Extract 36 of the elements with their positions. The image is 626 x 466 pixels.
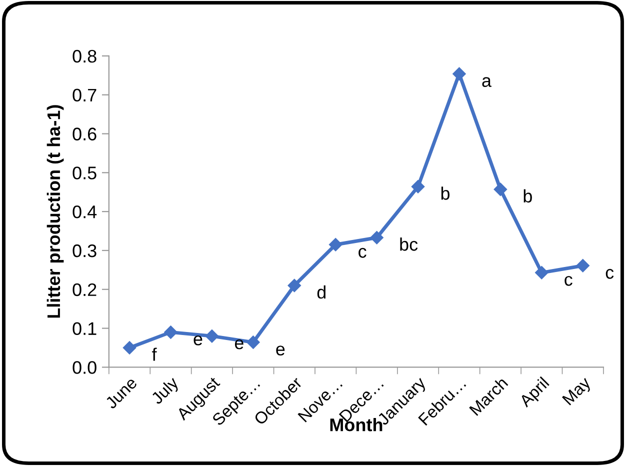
annotation: e: [234, 339, 244, 350]
x-tick-label: May: [562, 376, 594, 408]
y-tick-label: 0.5: [72, 166, 96, 180]
point: [452, 67, 466, 80]
annotation: e: [194, 335, 202, 346]
y-tick-label: 0.8: [72, 50, 96, 63]
y-tick-label: 0.3: [72, 244, 96, 258]
annotation: c: [606, 268, 614, 279]
annotation: f: [152, 348, 157, 361]
point: [411, 180, 425, 194]
point: [288, 278, 301, 292]
annotation: bc: [400, 238, 418, 251]
point: [122, 341, 136, 354]
annotation: b: [524, 189, 532, 203]
y-tick-label: 0.6: [72, 128, 96, 140]
y-tick-label: 0.0: [72, 361, 96, 374]
annotation: c: [564, 276, 572, 286]
point: [370, 231, 384, 244]
point: [329, 238, 342, 252]
annotation: d: [317, 285, 326, 299]
point: [164, 326, 178, 339]
point: [205, 329, 219, 343]
y-tick-label: 0.4: [72, 206, 97, 218]
y-tick-label: 0.1: [72, 322, 96, 336]
x-tick-label: July: [150, 376, 182, 408]
annotation: b: [441, 186, 450, 200]
annotation: a: [482, 77, 492, 87]
y-axis-title: Llitter production (t ha-1): [46, 105, 64, 318]
y-tick-label: 0.2: [72, 283, 96, 296]
annotation: c: [358, 248, 366, 258]
point: [535, 266, 548, 280]
point: [246, 336, 260, 349]
annotation: e: [276, 346, 285, 356]
y-tick-label: 0.7: [72, 88, 96, 102]
point: [576, 259, 590, 272]
point: [494, 182, 508, 196]
